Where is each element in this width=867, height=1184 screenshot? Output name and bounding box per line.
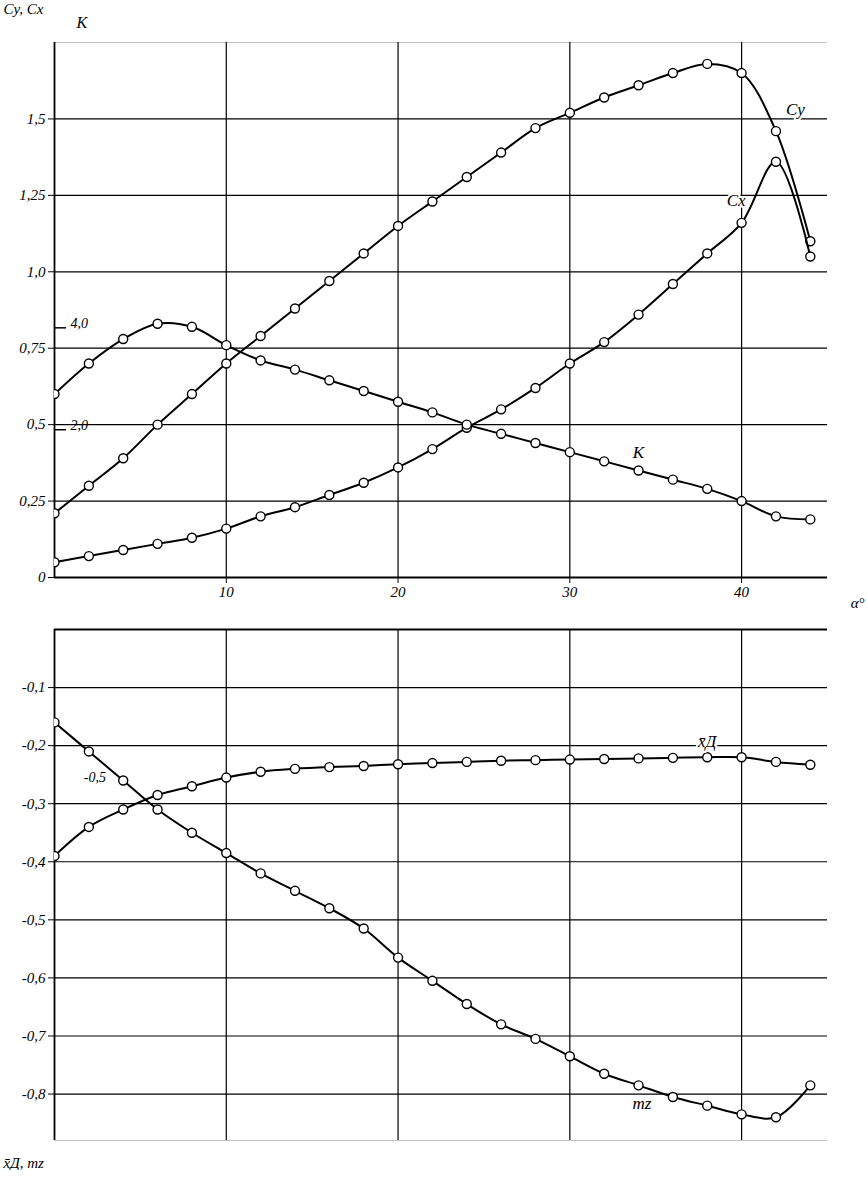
svg-text:K: K <box>632 443 646 462</box>
svg-text:-0,1: -0,1 <box>22 679 46 695</box>
svg-text:20: 20 <box>391 584 407 600</box>
svg-text:-0,5: -0,5 <box>22 912 46 928</box>
svg-text:40: 40 <box>734 584 750 600</box>
svg-text:-0,3: -0,3 <box>22 796 46 812</box>
svg-text:4,0: 4,0 <box>71 316 89 331</box>
svg-text:0: 0 <box>38 569 46 585</box>
svg-text:K: K <box>76 14 89 31</box>
svg-text:-0,6: -0,6 <box>22 970 46 986</box>
svg-text:30: 30 <box>561 584 578 600</box>
svg-text:0,75: 0,75 <box>19 340 46 356</box>
svg-text:2,0: 2,0 <box>71 418 89 433</box>
svg-text:-0,5: -0,5 <box>84 770 106 785</box>
svg-text:-0,4: -0,4 <box>22 854 46 870</box>
svg-text:0,5: 0,5 <box>27 416 46 432</box>
svg-text:-0,8: -0,8 <box>22 1086 46 1102</box>
svg-text:1,5: 1,5 <box>27 111 46 127</box>
svg-text:Cx: Cx <box>727 191 746 210</box>
svg-text:x̄Д: x̄Д <box>697 732 718 751</box>
svg-text:1,0: 1,0 <box>27 264 46 280</box>
svg-text:Cy, Cx: Cy, Cx <box>4 1 44 17</box>
svg-text:α°: α° <box>851 595 865 611</box>
svg-text:0,25: 0,25 <box>19 493 46 509</box>
svg-text:x̄Д, mz: x̄Д, mz <box>3 1155 45 1171</box>
svg-text:10: 10 <box>219 584 235 600</box>
svg-text:Cy: Cy <box>786 100 805 119</box>
svg-text:-0,2: -0,2 <box>22 737 46 753</box>
svg-text:1,25: 1,25 <box>19 187 46 203</box>
svg-text:mz: mz <box>633 1094 652 1113</box>
svg-text:-0,7: -0,7 <box>22 1028 47 1044</box>
